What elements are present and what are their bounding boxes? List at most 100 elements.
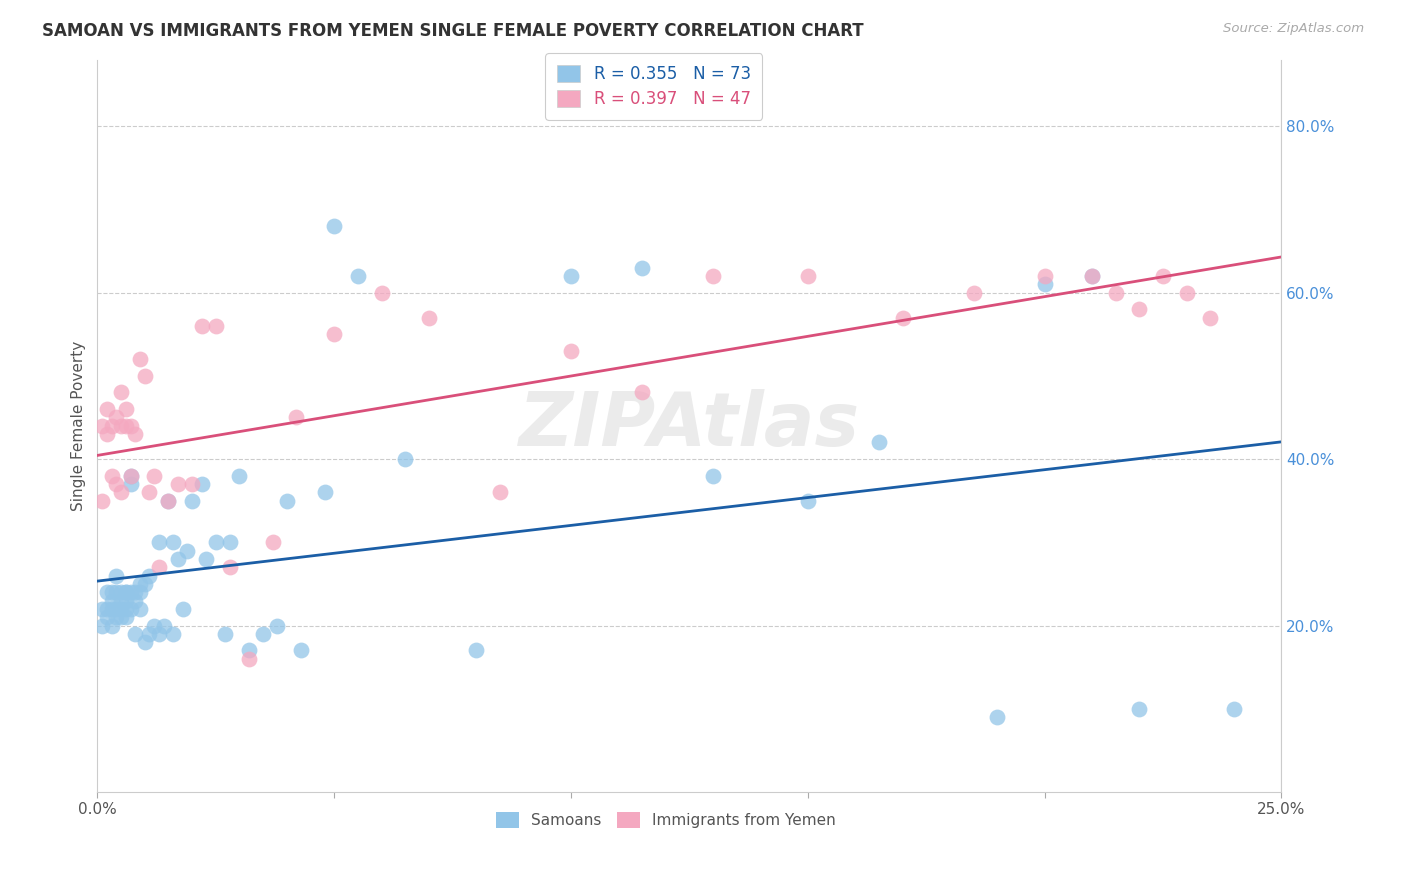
Point [238,652,260,666]
Point [114,593,136,607]
Point [148,627,170,641]
Point [986,710,1008,724]
Point [96,602,118,616]
Point [134,635,156,649]
Point [124,427,146,442]
Point [138,485,160,500]
Y-axis label: Single Female Poverty: Single Female Poverty [72,341,86,511]
Point [252,627,274,641]
Text: ZIPAtlas: ZIPAtlas [519,389,860,462]
Point [110,385,132,400]
Point [105,477,128,491]
Point [631,260,654,275]
Point [110,485,132,500]
Point [285,410,308,425]
Point [110,602,132,616]
Point [152,618,174,632]
Point [114,585,136,599]
Point [100,618,122,632]
Point [190,318,212,333]
Point [394,452,416,467]
Point [181,477,204,491]
Point [868,435,890,450]
Point [370,285,392,300]
Point [120,602,142,616]
Point [266,618,288,632]
Point [100,602,122,616]
Point [134,368,156,383]
Point [91,602,114,616]
Point [276,493,298,508]
Point [347,268,370,283]
Point [176,543,198,558]
Point [228,468,250,483]
Point [195,552,218,566]
Point [631,385,654,400]
Point [797,493,820,508]
Point [100,418,122,433]
Point [134,577,156,591]
Point [110,418,132,433]
Point [891,310,914,325]
Point [100,468,122,483]
Point [129,352,152,367]
Point [290,643,312,657]
Point [100,593,122,607]
Point [91,493,114,508]
Point [120,468,142,483]
Point [314,485,336,500]
Point [702,468,724,483]
Point [157,493,180,508]
Point [124,585,146,599]
Point [702,268,724,283]
Point [167,477,190,491]
Point [114,602,136,616]
Point [418,310,440,325]
Point [124,627,146,641]
Point [96,427,118,442]
Point [489,485,512,500]
Point [114,610,136,624]
Point [105,568,128,582]
Point [560,268,582,283]
Point [162,535,184,549]
Point [110,610,132,624]
Point [262,535,284,549]
Point [105,602,128,616]
Point [114,418,136,433]
Point [105,610,128,624]
Point [204,318,226,333]
Point [91,618,114,632]
Point [96,585,118,599]
Point [91,418,114,433]
Point [219,560,242,574]
Point [1152,268,1174,283]
Point [129,585,152,599]
Point [105,585,128,599]
Text: SAMOAN VS IMMIGRANTS FROM YEMEN SINGLE FEMALE POVERTY CORRELATION CHART: SAMOAN VS IMMIGRANTS FROM YEMEN SINGLE F… [42,22,863,40]
Point [148,535,170,549]
Point [105,410,128,425]
Point [465,643,488,657]
Point [797,268,820,283]
Point [120,477,142,491]
Point [219,535,242,549]
Point [181,493,204,508]
Point [1081,268,1104,283]
Point [143,618,166,632]
Point [162,627,184,641]
Point [560,343,582,358]
Point [1199,310,1222,325]
Point [129,577,152,591]
Text: Source: ZipAtlas.com: Source: ZipAtlas.com [1223,22,1364,36]
Point [110,593,132,607]
Point [157,493,180,508]
Point [1104,285,1126,300]
Point [1223,702,1246,716]
Point [214,627,236,641]
Point [138,568,160,582]
Point [323,327,346,342]
Point [110,585,132,599]
Point [114,585,136,599]
Point [1081,268,1104,283]
